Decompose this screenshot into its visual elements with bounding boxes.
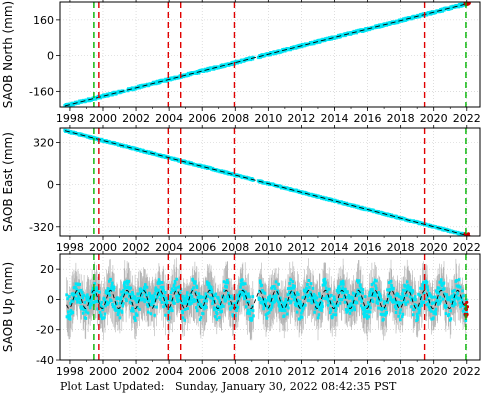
plot-frame xyxy=(59,1,481,108)
plot-frame xyxy=(59,253,481,361)
x-tick-label: 2008 xyxy=(221,241,249,254)
x-tick-label: 2012 xyxy=(287,112,315,125)
trend-line xyxy=(64,3,467,107)
x-tick-label: 2022 xyxy=(453,365,481,378)
x-tick-label: 2012 xyxy=(287,365,315,378)
x-tick-label: 2020 xyxy=(420,241,448,254)
x-tick-label: 2000 xyxy=(89,241,117,254)
x-tick-label: 2008 xyxy=(221,365,249,378)
x-tick-label: 2002 xyxy=(122,365,150,378)
y-tick-label: -40 xyxy=(36,354,54,367)
plot-updated-footer: Plot Last Updated: Sunday, January 30, 2… xyxy=(60,380,396,393)
recent-point xyxy=(467,2,471,5)
y-tick-label: 0 xyxy=(47,293,54,306)
x-tick-label: 1998 xyxy=(56,112,84,125)
plot-frame xyxy=(59,127,481,237)
x-tick-label: 2000 xyxy=(89,365,117,378)
x-tick-label: 2004 xyxy=(155,112,183,125)
x-tick-label: 2004 xyxy=(155,241,183,254)
x-tick-label: 2016 xyxy=(354,365,382,378)
x-tick-label: 2016 xyxy=(354,112,382,125)
plot-updated-value: Sunday, January 30, 2022 08:42:35 PST xyxy=(174,380,397,393)
x-tick-label: 1998 xyxy=(56,365,84,378)
y-axis-label: SAOB East (mm) xyxy=(1,132,15,232)
y-tick-label: -320 xyxy=(29,221,54,234)
x-tick-label: 2014 xyxy=(320,112,348,125)
series-data xyxy=(63,2,471,107)
x-tick-label: 2002 xyxy=(122,241,150,254)
x-tick-label: 2002 xyxy=(122,112,150,125)
recent-point xyxy=(467,234,471,236)
model-line xyxy=(66,289,467,310)
series-data xyxy=(63,128,471,236)
y-axis-label: SAOB North (mm) xyxy=(1,1,15,108)
series-data xyxy=(65,257,470,341)
y-tick-label: 0 xyxy=(47,179,54,192)
y-axis-label: SAOB Up (mm) xyxy=(1,262,15,352)
x-tick-label: 2010 xyxy=(254,112,282,125)
x-tick-label: 1998 xyxy=(56,241,84,254)
x-tick-label: 2006 xyxy=(188,365,216,378)
panel-1: 1998 2000 2002 2004 2006 2008 2010 2012 2014 2016… xyxy=(1,0,481,125)
panel-2: 1998 2000 2002 2004 2006 2008 2010 2012 2014 2016… xyxy=(1,125,481,254)
x-tick-label: 2018 xyxy=(387,365,415,378)
y-tick-label: 320 xyxy=(33,136,54,149)
x-tick-label: 2020 xyxy=(420,365,448,378)
x-tick-label: 2006 xyxy=(188,112,216,125)
recent-point xyxy=(465,300,469,304)
y-tick-label: 0 xyxy=(47,50,54,63)
x-tick-label: 2016 xyxy=(354,241,382,254)
x-tick-label: 2010 xyxy=(254,241,282,254)
x-tick-label: 2006 xyxy=(188,241,216,254)
x-tick-label: 2010 xyxy=(254,365,282,378)
x-tick-label: 2008 xyxy=(221,112,249,125)
x-tick-label: 2020 xyxy=(420,112,448,125)
x-tick-label: 2012 xyxy=(287,241,315,254)
data-points xyxy=(63,128,468,236)
x-tick-label: 2018 xyxy=(387,112,415,125)
y-tick-label: 20 xyxy=(40,263,54,276)
data-points xyxy=(65,277,469,323)
x-tick-label: 2004 xyxy=(155,365,183,378)
x-tick-label: 2018 xyxy=(387,241,415,254)
x-tick-label: 2022 xyxy=(453,241,481,254)
x-tick-label: 2000 xyxy=(89,112,117,125)
y-tick-label: -160 xyxy=(29,85,54,98)
data-points xyxy=(63,2,468,107)
x-tick-label: 2014 xyxy=(320,241,348,254)
x-tick-label: 2014 xyxy=(320,365,348,378)
recent-point xyxy=(466,232,471,236)
y-tick-label: 160 xyxy=(33,14,54,27)
plot-updated-label: Plot Last Updated: xyxy=(60,380,165,393)
trend-line xyxy=(64,130,467,236)
x-tick-label: 2022 xyxy=(453,112,481,125)
panel-3: 1998 2000 2002 2004 2006 2008 2010 2012 2014 2016… xyxy=(1,251,481,378)
y-tick-label: -20 xyxy=(36,324,54,337)
